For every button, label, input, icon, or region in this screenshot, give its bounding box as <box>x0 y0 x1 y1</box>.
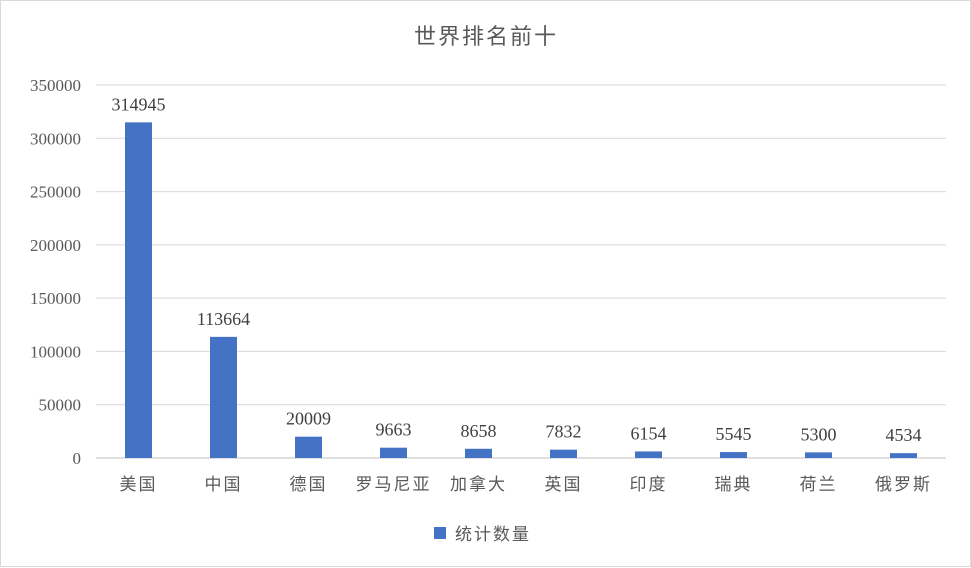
y-tick-label: 100000 <box>30 342 81 361</box>
data-label: 5300 <box>801 424 837 444</box>
y-tick-label: 250000 <box>30 183 81 202</box>
y-tick-label: 200000 <box>30 236 81 255</box>
bar <box>295 436 322 458</box>
x-axis-categories: 美国 中国 德国 罗马尼亚 加拿大 英国 印度 瑞典 荷兰 俄罗斯 <box>120 474 932 495</box>
gridlines <box>96 84 946 459</box>
bar <box>125 122 152 458</box>
y-tick-label: 300000 <box>30 129 81 148</box>
legend-swatch <box>434 527 446 539</box>
y-axis-ticks: 0 50000 100000 150000 200000 250000 300000 3500… <box>30 76 81 468</box>
data-labels: 314945 113664 20009 9663 8658 7832 6154 5545 530… <box>112 94 922 445</box>
category-label: 加拿大 <box>450 474 507 495</box>
category-label: 荷兰 <box>800 475 838 495</box>
category-label: 英国 <box>545 475 583 495</box>
bar <box>380 447 407 458</box>
bar <box>465 448 492 458</box>
data-label: 20009 <box>286 409 331 429</box>
y-tick-label: 150000 <box>30 289 81 308</box>
data-label: 314945 <box>112 94 166 114</box>
data-label: 6154 <box>631 423 667 443</box>
data-label: 7832 <box>546 422 582 442</box>
legend-label: 统计数量 <box>455 525 531 545</box>
chart-title: 世界排名前十 <box>414 25 558 50</box>
bar <box>635 451 662 458</box>
y-tick-label: 350000 <box>30 76 81 95</box>
category-label: 印度 <box>630 475 668 495</box>
data-label: 5545 <box>716 424 752 444</box>
data-label: 4534 <box>886 425 922 445</box>
legend: 统计数量 <box>434 525 531 545</box>
bar <box>550 449 577 458</box>
category-label: 罗马尼亚 <box>356 475 432 495</box>
bar <box>210 336 237 458</box>
data-label: 9663 <box>376 420 412 440</box>
bar <box>890 453 917 458</box>
y-tick-label: 50000 <box>39 396 82 415</box>
bar <box>805 452 832 458</box>
bars <box>125 122 917 458</box>
y-tick-label: 0 <box>73 449 82 468</box>
category-label: 德国 <box>290 475 328 495</box>
category-label: 美国 <box>120 475 158 495</box>
category-label: 中国 <box>205 475 243 495</box>
bar <box>720 452 747 458</box>
data-label: 8658 <box>461 421 497 441</box>
category-label: 俄罗斯 <box>875 475 932 495</box>
data-label: 113664 <box>197 309 250 329</box>
category-label: 瑞典 <box>715 475 753 495</box>
